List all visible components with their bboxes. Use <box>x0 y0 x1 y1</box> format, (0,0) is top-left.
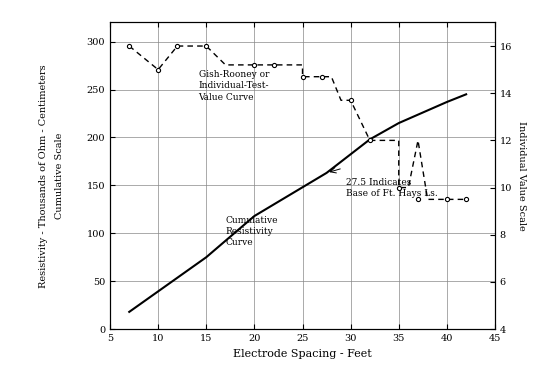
Text: 27.5 Indicates
Base of Ft. Hays Ls.: 27.5 Indicates Base of Ft. Hays Ls. <box>346 178 438 198</box>
Text: Cumulative Scale: Cumulative Scale <box>56 133 64 219</box>
Y-axis label: Resistivity - Thousands of Ohm - Centimeters: Resistivity - Thousands of Ohm - Centime… <box>39 64 48 288</box>
Text: Cumulative
Resistivity
Curve: Cumulative Resistivity Curve <box>226 216 278 247</box>
Text: Gish-Rooney or
Individual-Test-
Value Curve: Gish-Rooney or Individual-Test- Value Cu… <box>199 70 269 102</box>
Y-axis label: Individual Value Scale: Individual Value Scale <box>517 121 526 231</box>
X-axis label: Electrode Spacing - Feet: Electrode Spacing - Feet <box>233 349 372 359</box>
